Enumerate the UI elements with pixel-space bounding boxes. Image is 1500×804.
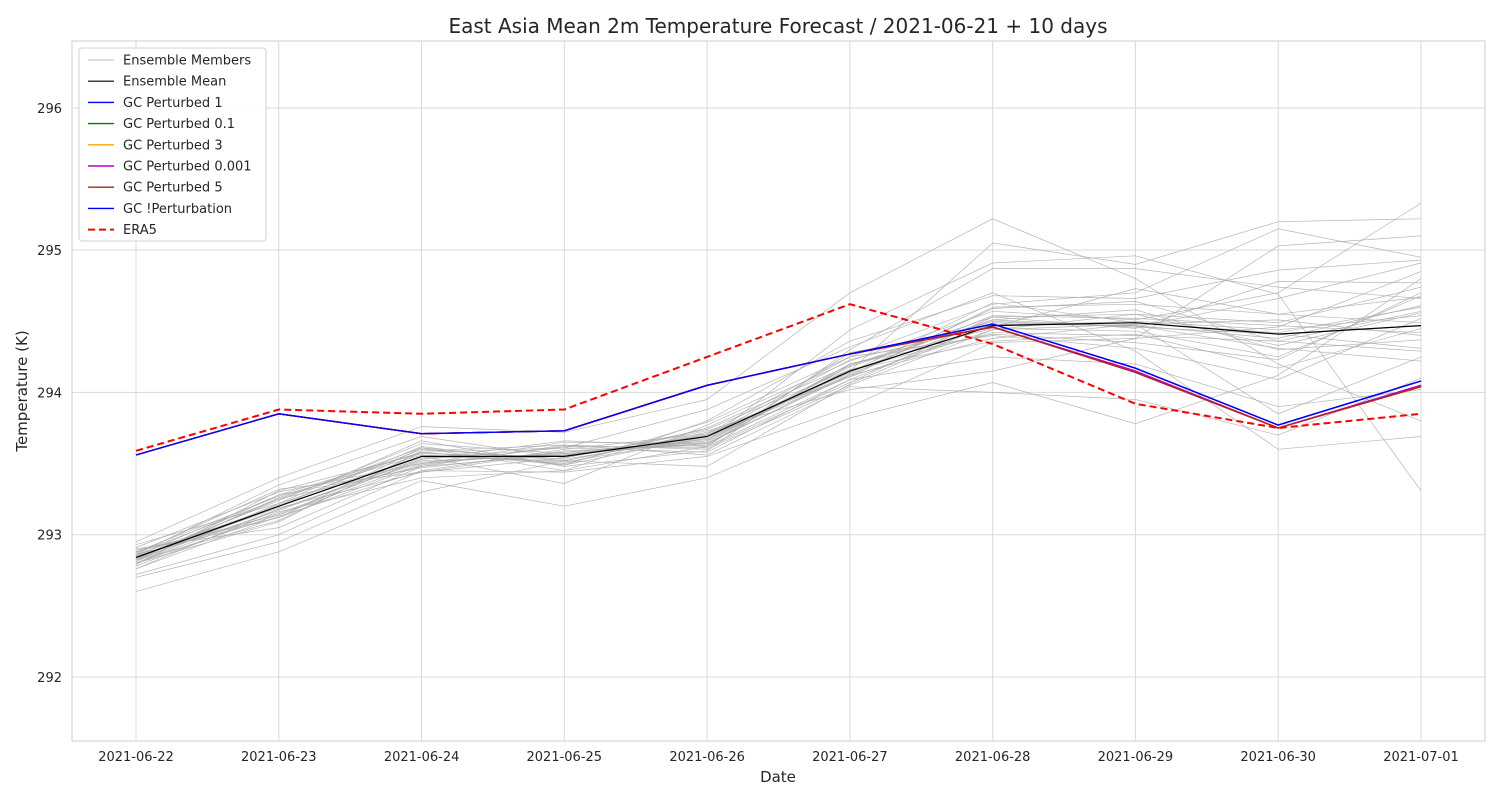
y-tick-label: 294	[37, 386, 62, 401]
x-tick-label: 2021-06-30	[1240, 750, 1316, 765]
legend: Ensemble Members Ensemble Mean GC Perturbe…	[78, 47, 267, 242]
legend-box	[78, 47, 267, 242]
ensemble-member-line	[135, 318, 1422, 561]
legend-label: Ensemble Members	[123, 54, 251, 69]
ensemble-member-line	[135, 271, 1422, 575]
ensemble-member-line	[135, 235, 1422, 554]
grid-lines	[72, 41, 1485, 741]
legend-label: GC Perturbed 0.001	[123, 160, 252, 175]
ensemble-member-line	[135, 302, 1422, 553]
y-axis-label: Temperature (K)	[13, 330, 31, 452]
legend-label: GC Perturbed 5	[123, 181, 223, 196]
y-tick-label: 293	[37, 529, 62, 544]
ensemble-member-line	[135, 268, 1422, 564]
series-lines	[135, 303, 1422, 559]
ensemble-member-line	[135, 262, 1422, 564]
series-line	[135, 303, 1422, 452]
ensemble-member-line	[135, 323, 1422, 564]
ensemble-member-line	[135, 255, 1422, 550]
x-tick-label: 2021-07-01	[1383, 750, 1459, 765]
ensemble-member-line	[135, 218, 1422, 543]
y-tick-labels: 292 293 294 295 296	[37, 102, 62, 686]
series-line	[135, 322, 1422, 559]
legend-label: Ensemble Mean	[123, 75, 226, 90]
y-tick-label: 292	[37, 671, 62, 686]
plot-area	[71, 40, 1486, 742]
x-tick-label: 2021-06-23	[241, 750, 317, 765]
x-tick-label: 2021-06-25	[527, 750, 603, 765]
legend-label: GC Perturbed 3	[123, 138, 223, 153]
x-tick-label: 2021-06-24	[384, 750, 460, 765]
ensemble-member-line	[135, 315, 1422, 558]
ensemble-member-line	[135, 328, 1422, 555]
x-tick-labels: 2021-06-22 2021-06-23 2021-06-24 2021-06-25…	[98, 750, 1459, 765]
x-tick-label: 2021-06-29	[1098, 750, 1174, 765]
x-tick-label: 2021-06-26	[669, 750, 745, 765]
legend-label: GC !Perturbation	[123, 202, 232, 217]
y-tick-label: 295	[37, 244, 62, 259]
ensemble-member-line	[135, 356, 1422, 570]
legend-label: GC Perturbed 1	[123, 96, 223, 111]
ensemble-member-line	[135, 320, 1422, 563]
legend-label: ERA5	[123, 223, 157, 238]
legend-items: Ensemble Members Ensemble Mean GC Perturbe…	[88, 54, 252, 238]
x-tick-label: 2021-06-27	[812, 750, 888, 765]
x-tick-label: 2021-06-22	[98, 750, 174, 765]
x-axis-label: Date	[760, 768, 796, 786]
ensemble-member-line	[135, 322, 1422, 592]
y-tick-label: 296	[37, 102, 62, 117]
ensemble-member-line	[135, 286, 1422, 555]
series-line	[135, 323, 1422, 456]
legend-label: GC Perturbed 0.1	[123, 117, 235, 132]
x-tick-label: 2021-06-28	[955, 750, 1031, 765]
ensemble-member-line	[135, 218, 1422, 557]
ensemble-member-line	[135, 202, 1422, 546]
ensemble-member-line	[135, 377, 1422, 560]
chart-title: East Asia Mean 2m Temperature Forecast /…	[448, 14, 1107, 38]
